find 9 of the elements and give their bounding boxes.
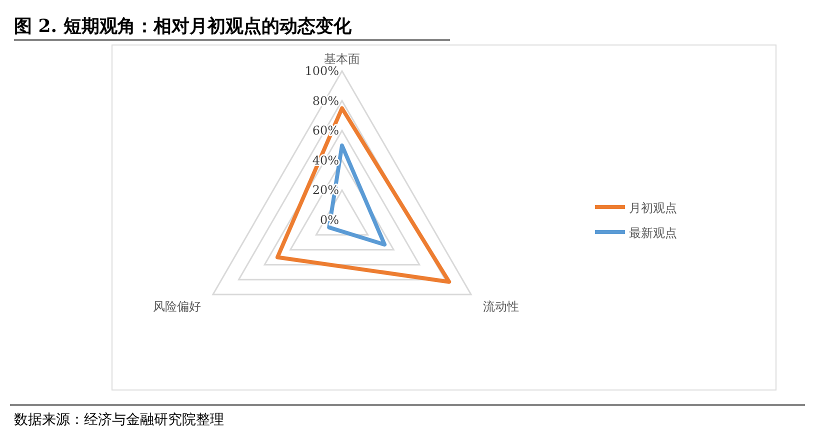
spoke-label: 基本面 [324, 52, 360, 66]
y-tick-label: 80% [312, 94, 339, 108]
spoke-label: 风险偏好 [152, 300, 201, 314]
spoke-label: 流动性 [483, 300, 520, 314]
source-note: 数据来源：经济与金融研究院整理 [14, 412, 224, 428]
legend-label: 月初观点 [629, 201, 677, 215]
legend-label: 最新观点 [629, 226, 677, 240]
chart-title: 图 2. 短期观角：相对月初观点的动态变化 [14, 16, 352, 37]
y-tick-label: 100% [304, 64, 339, 78]
